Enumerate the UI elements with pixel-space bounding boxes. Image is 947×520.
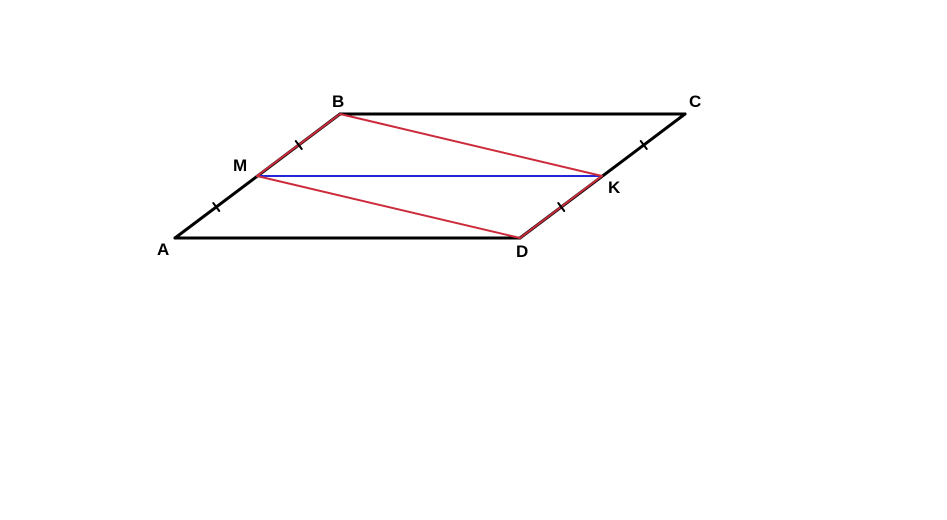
- label-D: D: [516, 242, 528, 262]
- diagram-canvas: A B C D M K: [0, 0, 947, 520]
- label-K: K: [608, 178, 620, 198]
- label-B: B: [332, 92, 344, 112]
- geometry-svg: [0, 0, 947, 520]
- edge-M-D: [257, 176, 520, 238]
- label-C: C: [689, 92, 701, 112]
- label-A: A: [157, 240, 169, 260]
- label-M: M: [233, 156, 247, 176]
- edge-B-K: [340, 114, 602, 176]
